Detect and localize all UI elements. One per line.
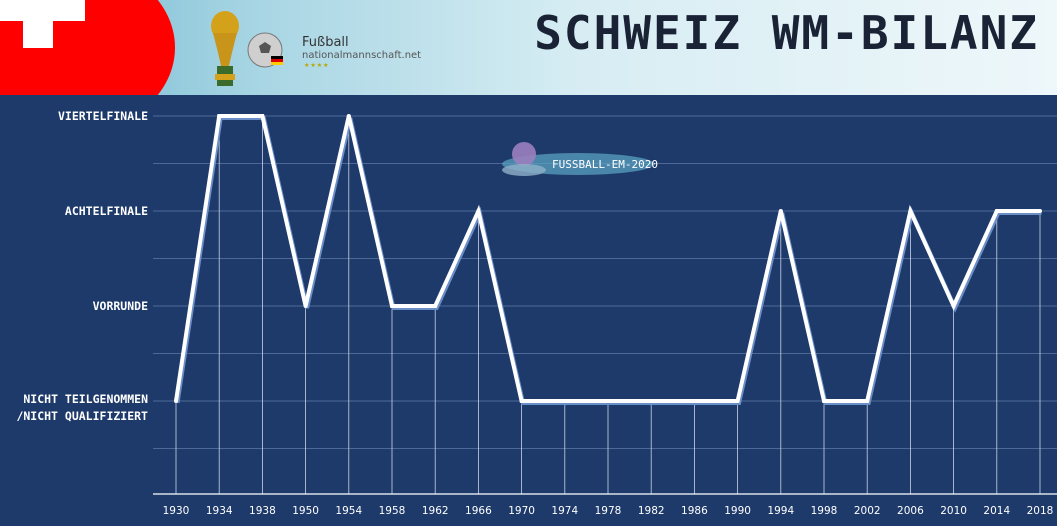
site-stars-icon: ★★★★ bbox=[304, 62, 330, 69]
x-tick-label-1982: 1982 bbox=[638, 505, 665, 517]
data-point-1998 bbox=[822, 399, 826, 403]
x-tick-label-1974: 1974 bbox=[551, 505, 578, 517]
flag-cross-horizontal bbox=[0, 0, 85, 21]
data-point-1970 bbox=[519, 399, 524, 403]
x-tick-label-1950: 1950 bbox=[292, 505, 319, 517]
data-point-2018 bbox=[1038, 209, 1042, 213]
x-tick-label-1962: 1962 bbox=[422, 505, 449, 517]
grid-lines bbox=[153, 115, 1057, 494]
y-tick-label: NICHT TEILGENOMMEN bbox=[23, 392, 148, 406]
data-point-1958 bbox=[390, 304, 394, 308]
watermark-text: FUSSBALL-EM-2020 bbox=[552, 158, 658, 171]
x-tick-label-1978: 1978 bbox=[595, 505, 622, 517]
x-tick-label-1958: 1958 bbox=[379, 505, 406, 517]
data-point-2006 bbox=[908, 209, 913, 213]
x-axis-labels: 1930 1934 1938 1950 1954 1958 1962 1966 1970 1974… bbox=[163, 505, 1054, 517]
y-tick-label: VORRUNDE bbox=[93, 299, 148, 313]
x-tick-label-2018: 2018 bbox=[1027, 505, 1054, 517]
x-tick-label-1966: 1966 bbox=[465, 505, 492, 517]
x-tick-label-1938: 1938 bbox=[249, 505, 276, 517]
world-cup-trophy-icon bbox=[211, 11, 239, 86]
data-point-1978 bbox=[606, 399, 610, 403]
y-tick-label: VIERTELFINALE bbox=[58, 109, 148, 123]
y-axis-labels: NICHT TEILGENOMMEN/NICHT QUALIFIZIERT VOR… bbox=[16, 109, 148, 423]
x-tick-label-1986: 1986 bbox=[681, 505, 708, 517]
x-tick-label-2002: 2002 bbox=[854, 505, 881, 517]
data-point-1934 bbox=[217, 114, 222, 118]
x-tick-label-1934: 1934 bbox=[206, 505, 233, 517]
data-point-1938 bbox=[260, 114, 265, 118]
site-name-bottom: nationalmannschaft.net bbox=[302, 50, 422, 61]
x-tick-label-2006: 2006 bbox=[897, 505, 924, 517]
data-point-1974 bbox=[562, 399, 567, 403]
x-tick-label-1970: 1970 bbox=[508, 505, 535, 517]
data-point-2010 bbox=[951, 304, 956, 308]
site-name-top: Fußball bbox=[302, 35, 349, 50]
header-banner: Fußball nationalmannschaft.net ★★★★ SCHW… bbox=[0, 0, 1057, 95]
y-tick-label: /NICHT QUALIFIZIERT bbox=[16, 409, 148, 423]
x-tick-label-1994: 1994 bbox=[767, 505, 794, 517]
y-tick-label: ACHTELFINALE bbox=[65, 204, 148, 218]
x-tick-label-1930: 1930 bbox=[163, 505, 190, 517]
football-icon bbox=[247, 32, 283, 68]
data-point-1930 bbox=[174, 399, 178, 403]
watermark: FUSSBALL-EM-2020 bbox=[502, 142, 658, 176]
x-tick-label-2010: 2010 bbox=[940, 505, 967, 517]
data-point-1966 bbox=[476, 209, 481, 213]
x-tick-label-1954: 1954 bbox=[335, 505, 362, 517]
x-tick-label-1990: 1990 bbox=[724, 505, 751, 517]
x-tick-label-1998: 1998 bbox=[811, 505, 838, 517]
data-point-1994 bbox=[778, 209, 783, 213]
data-point-1950 bbox=[303, 304, 308, 308]
data-point-1986 bbox=[692, 399, 697, 403]
data-point-2014 bbox=[994, 209, 999, 213]
swiss-flag bbox=[0, 0, 175, 95]
data-point-1982 bbox=[649, 399, 654, 403]
data-point-1990 bbox=[735, 399, 740, 403]
page-title: SCHWEIZ WM-BILANZ bbox=[534, 6, 1039, 60]
data-point-2002 bbox=[865, 399, 870, 403]
data-point-1954 bbox=[346, 114, 351, 118]
x-tick-label-2014: 2014 bbox=[983, 505, 1010, 517]
data-point-1962 bbox=[433, 304, 438, 308]
